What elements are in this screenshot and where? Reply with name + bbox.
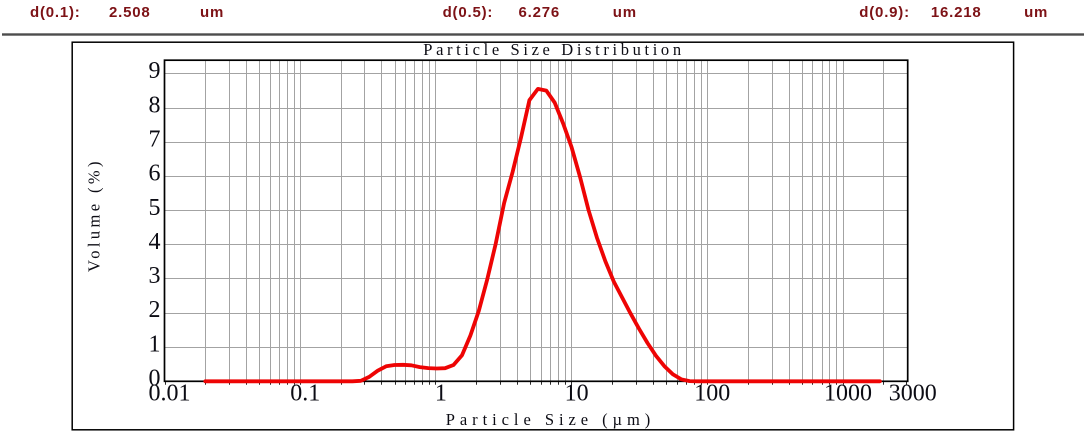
svg-text:2: 2 bbox=[149, 297, 161, 323]
svg-text:7: 7 bbox=[149, 127, 161, 153]
svg-text:3000: 3000 bbox=[889, 381, 937, 407]
svg-text:1: 1 bbox=[149, 331, 161, 357]
svg-text:5: 5 bbox=[149, 195, 161, 221]
svg-text:4: 4 bbox=[149, 229, 161, 255]
svg-text:Particle Size Distribution: Particle Size Distribution bbox=[423, 40, 684, 59]
svg-text:8: 8 bbox=[149, 92, 161, 118]
svg-text:0.1: 0.1 bbox=[290, 381, 320, 407]
svg-text:9: 9 bbox=[149, 58, 161, 84]
svg-text:Particle Size (µm): Particle Size (µm) bbox=[446, 410, 655, 429]
svg-text:0: 0 bbox=[149, 366, 161, 392]
svg-text:10: 10 bbox=[565, 381, 589, 407]
svg-text:3: 3 bbox=[149, 263, 161, 289]
svg-text:6: 6 bbox=[149, 161, 161, 187]
svg-text:1: 1 bbox=[435, 381, 447, 407]
svg-text:0.01: 0.01 bbox=[149, 381, 191, 407]
svg-text:1000: 1000 bbox=[824, 381, 872, 407]
svg-text:100: 100 bbox=[694, 381, 730, 407]
svg-text:Volume (%): Volume (%) bbox=[85, 158, 104, 272]
